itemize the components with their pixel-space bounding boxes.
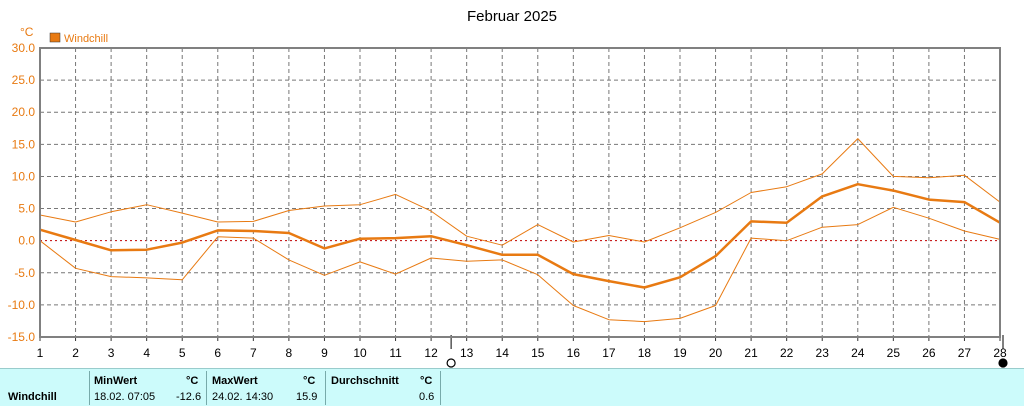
avg-header: Durchschnitt [331,375,399,387]
y-tick-label: 0.0 [18,234,35,248]
min-unit: °C [186,375,199,387]
avg-value: 0.6 [419,391,435,403]
stats-series-label: Windchill [8,391,57,403]
x-tick-label: 1 [37,346,44,360]
windchill-chart: Februar 2025 °C Windchill 30.025.020.015… [8,8,1008,368]
x-tick-label: 3 [108,346,115,360]
stats-divider [206,371,207,405]
x-tick-label: 22 [780,346,794,360]
y-tick-label: 10.0 [12,169,36,183]
series-line-max [39,138,1001,246]
min-time: 18.02. 07:05 [94,391,156,403]
stats-divider [440,371,441,405]
grid-lines [40,48,1000,337]
max-unit: °C [303,375,316,387]
new-moon-icon [998,358,1008,368]
x-tick-label: 12 [424,346,438,360]
full-moon-icon [446,358,456,368]
y-tick-label: 15.0 [12,137,36,151]
max-value: 15.9 [296,391,318,403]
stats-panel: Windchill MinWert °C 18.02. 07:05 -12.6 … [0,368,1024,406]
x-tick-label: 15 [531,346,545,360]
series-lines [39,138,1001,323]
x-tick-label: 19 [673,346,687,360]
x-tick-label: 9 [321,346,328,360]
y-tick-label: 20.0 [12,105,36,119]
x-tick-label: 14 [496,346,510,360]
y-tick-label: 30.0 [12,41,36,55]
x-tick-label: 23 [816,346,830,360]
x-tick-label: 28 [993,346,1007,360]
y-tick-label: 5.0 [18,202,35,216]
x-tick-label: 21 [744,346,758,360]
x-tick-label: 6 [214,346,221,360]
series-line-min [39,206,1001,323]
y-tick-label: -5.0 [14,266,35,280]
x-tick-label: 10 [353,346,367,360]
x-tick-label: 8 [286,346,293,360]
x-tick-label: 26 [922,346,936,360]
x-tick-label: 11 [389,346,402,360]
max-time: 24.02. 14:30 [212,391,274,403]
y-tick-label: 25.0 [12,73,36,87]
x-axis-ticks: 1 2 3 4 5 6 7 8 9 10 11 12 13 14 15 16 17 18 19 20 21 22 23 24 2… [37,337,1007,360]
y-tick-label: -10.0 [8,298,36,312]
legend-swatch [49,32,61,43]
y-axis-ticks: 30.0 25.0 20.0 15.0 10.0 5.0 0.0 -5.0 -10.0 -15.0 [8,41,36,344]
y-tick-label: -15.0 [8,330,36,344]
stats-divider [89,371,90,405]
x-tick-label: 7 [250,346,257,360]
min-value: -12.6 [176,391,202,403]
y-axis-unit: °C [20,25,34,39]
x-tick-label: 16 [567,346,581,360]
max-header: MaxWert [212,375,258,387]
x-tick-label: 18 [638,346,652,360]
moon-phase-markers [446,335,1008,368]
x-tick-label: 5 [179,346,186,360]
x-tick-label: 4 [143,346,150,360]
x-tick-label: 25 [887,346,901,360]
avg-unit: °C [420,375,433,387]
legend-label: Windchill [64,33,108,45]
chart-title: Februar 2025 [467,8,557,25]
series-line-mean [39,182,1001,289]
plot-frame [39,47,1001,338]
x-tick-label: 27 [958,346,972,360]
x-tick-label: 17 [602,346,616,360]
x-tick-label: 24 [851,346,865,360]
stats-divider [325,371,326,405]
x-tick-label: 2 [72,346,79,360]
x-tick-label: 20 [709,346,723,360]
min-header: MinWert [94,375,138,387]
x-tick-label: 13 [460,346,474,360]
